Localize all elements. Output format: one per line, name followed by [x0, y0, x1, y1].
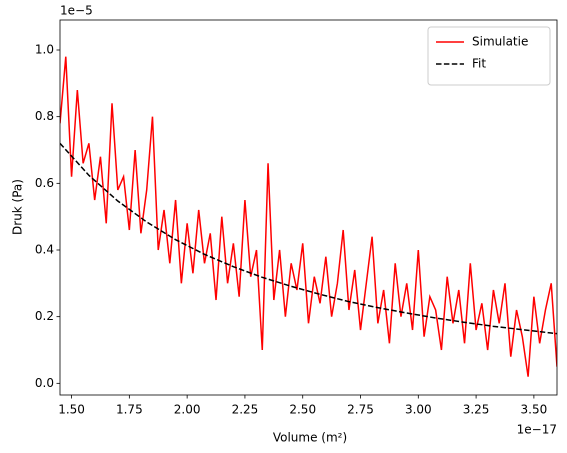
- plot-frame: [59, 19, 558, 396]
- x-tick-label: 3.25: [463, 403, 490, 417]
- y-tick-label: 0.2: [35, 309, 54, 323]
- x-tick-label: 3.50: [521, 403, 548, 417]
- x-axis-label: Volume (m²): [273, 431, 347, 445]
- x-tick-label: 2.00: [174, 403, 201, 417]
- y-tick-label: 0.0: [35, 376, 54, 390]
- x-tick-label: 2.25: [232, 403, 259, 417]
- x-tick-label: 2.75: [347, 403, 374, 417]
- legend-label: Fit: [472, 57, 486, 71]
- x-tick-label: 2.50: [289, 403, 316, 417]
- y-tick-label: 1.0: [35, 43, 54, 57]
- data-line: [60, 142, 557, 335]
- y-tick-label: 0.6: [35, 176, 54, 190]
- x-tick-label: 1.75: [116, 403, 143, 417]
- x-offset: 1e−17: [517, 423, 557, 437]
- x-tick-label: 3.00: [405, 403, 432, 417]
- y-offset: 1e−5: [60, 4, 93, 18]
- legend-label: Simulatie: [472, 35, 528, 49]
- data-line: [60, 56, 557, 377]
- x-tick-label: 1.50: [58, 403, 85, 417]
- y-axis-label: Druk (Pa): [11, 179, 25, 235]
- y-tick-label: 0.8: [35, 109, 54, 123]
- y-tick-label: 0.4: [35, 243, 54, 257]
